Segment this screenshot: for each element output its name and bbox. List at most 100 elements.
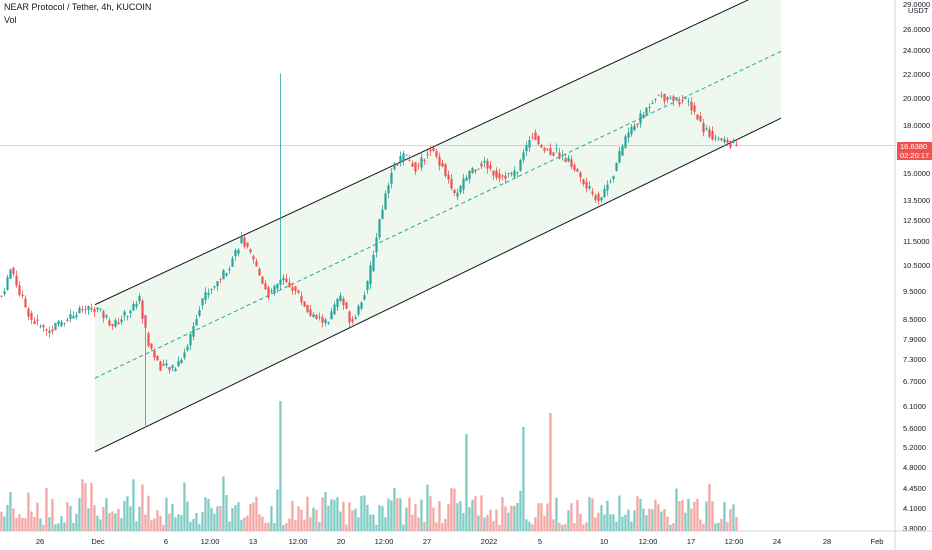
price-tick-label: 4.1000 — [903, 504, 926, 513]
candle-body — [426, 154, 429, 156]
volume-bar — [246, 515, 249, 531]
volume-bar — [192, 518, 195, 531]
price-tick-label: 5.6000 — [903, 424, 926, 433]
price-tick-label: 3.8000 — [903, 524, 926, 533]
time-tick-label: 10 — [600, 537, 608, 546]
volume-bar — [678, 501, 681, 531]
volume-bar — [537, 503, 540, 531]
candle-body — [441, 163, 444, 167]
candle-body — [444, 164, 447, 176]
volume-bar — [540, 503, 543, 531]
candle-body — [414, 162, 417, 172]
volume-bar — [147, 495, 150, 531]
candle-body — [714, 137, 717, 139]
price-tick-label: 15.0000 — [903, 169, 930, 178]
volume-indicator-label[interactable]: Vol — [4, 15, 17, 25]
candle-body — [717, 138, 720, 140]
candle-body — [87, 306, 90, 310]
candle-body — [321, 317, 324, 323]
candle-body — [678, 101, 681, 105]
candle-body — [516, 171, 519, 174]
candle-body — [522, 152, 525, 160]
volume-bar — [84, 483, 87, 531]
volume-bar — [375, 524, 378, 531]
candle-body — [24, 298, 27, 308]
volume-bar — [420, 499, 423, 531]
candle-body — [627, 132, 630, 138]
candle-body — [147, 333, 150, 347]
volume-bar — [651, 509, 654, 531]
volume-bar — [72, 522, 75, 531]
volume-bar — [675, 488, 678, 531]
volume-bar — [294, 520, 297, 531]
candle-body — [120, 319, 123, 323]
volume-bar — [459, 501, 462, 531]
volume-bar — [174, 517, 177, 531]
volume-bar — [588, 496, 591, 531]
volume-bar — [735, 516, 738, 531]
candle-body — [702, 123, 705, 133]
volume-bar — [189, 521, 192, 531]
time-tick-label: 20 — [337, 537, 345, 546]
candle-body — [288, 282, 291, 288]
volume-bar — [432, 507, 435, 531]
volume-bar — [576, 499, 579, 531]
candle-body — [306, 304, 309, 313]
volume-bar — [390, 500, 393, 531]
channel-fill — [95, 0, 781, 452]
price-tick-label: 29.0000 — [903, 0, 930, 9]
candle-body — [594, 195, 597, 200]
time-tick-label: 26 — [36, 537, 44, 546]
candle-body — [315, 314, 318, 319]
candle-body — [144, 315, 147, 328]
candle-body — [669, 97, 672, 99]
candle-body — [525, 145, 528, 152]
volume-bar — [357, 517, 360, 531]
volume-bar — [6, 504, 9, 531]
bar-countdown: 02:20:17 — [900, 151, 930, 160]
volume-bar — [468, 507, 471, 531]
volume-bar — [570, 503, 573, 531]
candle-body — [432, 147, 435, 151]
candle-body — [582, 179, 585, 185]
candle-body — [654, 98, 657, 100]
candle-body — [192, 326, 195, 337]
volume-bar — [66, 502, 69, 531]
volume-bar — [90, 482, 93, 531]
volume-bar — [291, 500, 294, 531]
volume-bar — [699, 519, 702, 531]
volume-bar — [615, 521, 618, 531]
volume-bar — [450, 488, 453, 531]
volume-bar — [120, 518, 123, 531]
candle-body — [543, 148, 546, 151]
candle-body — [291, 287, 294, 291]
price-tick-label: 4.4500 — [903, 484, 926, 493]
candle-body — [534, 132, 537, 140]
volume-bar — [546, 503, 549, 531]
candle-body — [270, 290, 273, 292]
candle-body — [189, 334, 192, 346]
candle-body — [588, 186, 591, 189]
candle-body — [225, 273, 228, 276]
volume-bar — [132, 479, 135, 531]
candle-body — [327, 322, 330, 324]
volume-bar — [303, 519, 306, 531]
volume-bar — [270, 506, 273, 531]
candle-body — [705, 128, 708, 130]
volume-bar — [75, 513, 78, 531]
volume-bar — [690, 508, 693, 531]
volume-bar — [666, 516, 669, 531]
candle-body — [174, 368, 177, 372]
volume-bar — [324, 492, 327, 531]
volume-bar — [522, 427, 525, 531]
volume-bar — [333, 499, 336, 531]
volume-bar — [555, 497, 558, 531]
candle-body — [360, 302, 363, 309]
volume-bar — [207, 498, 210, 531]
volume-bar — [618, 495, 621, 531]
candle-body — [141, 300, 144, 319]
candle-body — [138, 296, 141, 302]
volume-bar — [231, 508, 234, 531]
candle-body — [135, 303, 138, 307]
